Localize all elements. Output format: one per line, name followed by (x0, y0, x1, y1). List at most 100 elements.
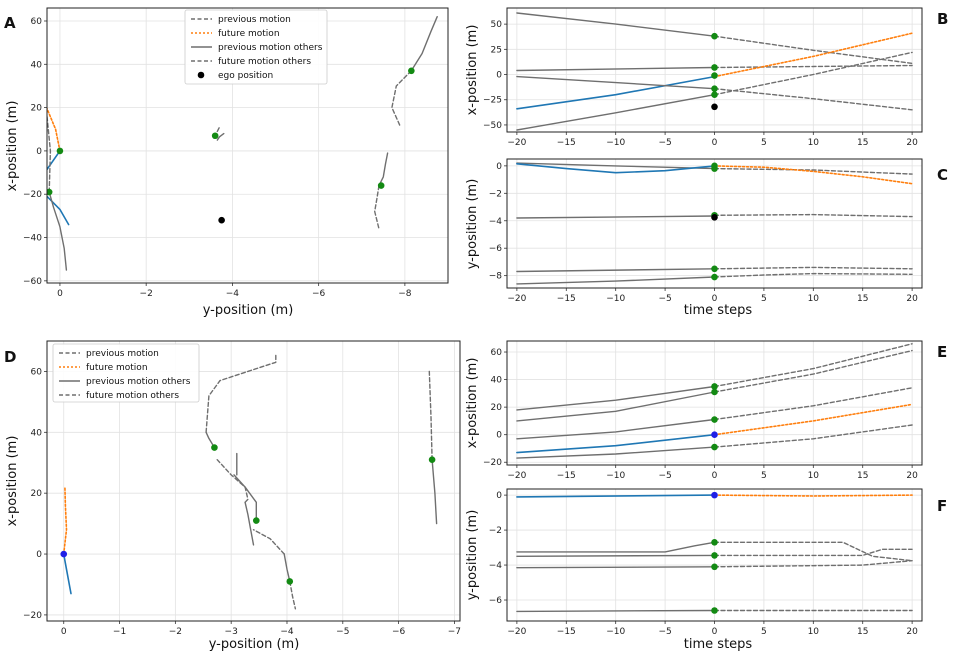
panel-label-e: E (937, 343, 947, 361)
legend-label: previous motion others (86, 377, 191, 387)
chart-panel-d: D 0 −1 −2 −3 −4 −5 −6 −7 −20 0 20 40 60 y-position (m… (4, 340, 461, 652)
agent-position-point (711, 383, 718, 390)
y-tick-label: −20 (23, 611, 42, 621)
axes-frame (506, 158, 923, 289)
y-tick-label: −40 (23, 234, 42, 244)
y-tick-label: 60 (31, 17, 43, 27)
series-line-prev-others (48, 191, 68, 271)
series-line-prev-others (516, 268, 716, 273)
series-line-future-others (713, 272, 913, 278)
x-tick-label: 15 (857, 627, 868, 637)
x-tick-label: 20 (906, 294, 918, 304)
series-line-prev-others (244, 501, 255, 546)
axes-frame (46, 340, 461, 622)
series-line-future-others (713, 387, 913, 421)
y-tick-label: 60 (491, 348, 503, 358)
x-tick-label: −15 (557, 471, 576, 481)
series-line-prev (516, 163, 716, 174)
x-tick-label: 0 (712, 627, 718, 637)
chart-panel-b: B −20 −15 −10 −5 0 5 10 15 20−50−2502550x-positi… (465, 7, 948, 148)
series-line-future-others (713, 541, 913, 562)
y-axis-label: x-position (m) (5, 436, 20, 527)
x-tick-label: 0 (712, 294, 718, 304)
agent-position-point (252, 517, 260, 524)
y-tick-label: 40 (31, 60, 43, 70)
series-line-prev-others (516, 554, 716, 557)
plot-area (516, 491, 913, 614)
series-line-prev-others (516, 446, 716, 459)
series-line-future (713, 165, 913, 185)
x-tick-label: 10 (808, 138, 820, 148)
legend-label: future motion others (218, 57, 311, 67)
x-tick-label: −20 (507, 294, 526, 304)
x-axis-label: time steps (684, 637, 753, 652)
series-line-future-others (216, 459, 249, 503)
legend-label: ego position (218, 71, 273, 81)
series-line-prev-others (516, 276, 716, 285)
y-tick-label: 50 (491, 20, 503, 30)
agent-position-point (711, 563, 718, 571)
series-line-future-others (713, 424, 913, 448)
series-line-prev-others (516, 162, 716, 170)
chart-panel-e: E −20 −15 −10 −5 0 5 10 15 20 −20 0 20 40 60 x-positio… (465, 340, 947, 481)
series-line-prev-others (410, 16, 438, 72)
panel-label-c: C (937, 166, 948, 184)
series-line-future-others (713, 213, 913, 218)
series-line-future (713, 32, 913, 78)
series-line-prev-others (516, 12, 716, 37)
agent-position-point (711, 273, 718, 281)
agent-position-point (711, 72, 718, 79)
legend-label: future motion (218, 29, 280, 39)
series-line-prev (47, 150, 70, 226)
y-tick-label: 20 (31, 104, 43, 114)
plot-area (516, 343, 913, 459)
series-line-prev (62, 553, 72, 595)
panel-label-b: B (937, 10, 948, 28)
agent-position-point (711, 265, 718, 273)
agent-position-point (377, 182, 385, 189)
panel-label-f: F (937, 497, 947, 515)
x-tick-label: −2 (140, 289, 153, 299)
series-line-future-others (289, 580, 297, 610)
series-line-future-others (713, 349, 913, 393)
x-tick-label: −5 (658, 138, 671, 148)
series-line-future-others (252, 529, 285, 555)
y-tick-label: 0 (496, 431, 502, 441)
agent-position-point (286, 578, 294, 585)
series-line-future-others (391, 70, 412, 128)
series-line-prev-others (516, 215, 716, 219)
x-tick-label: 20 (906, 627, 918, 637)
x-tick-label: −7 (448, 627, 461, 637)
agent-position-point (711, 91, 718, 98)
y-tick-label: −20 (23, 190, 42, 200)
x-tick-label: 5 (761, 138, 767, 148)
legend-label: future motion (86, 363, 148, 373)
panel-label-a: A (4, 14, 16, 32)
agent-position-point (711, 431, 718, 438)
x-axis-label: y-position (m) (203, 303, 294, 318)
x-tick-label: 5 (761, 471, 767, 481)
series-line-prev-others (516, 66, 716, 72)
x-axis-label: time steps (684, 303, 753, 318)
x-axis-label: y-position (m) (209, 637, 300, 652)
series-line-future-others (205, 352, 277, 433)
y-tick-label: 20 (31, 489, 43, 499)
x-tick-label: 15 (857, 471, 868, 481)
legend-marker-ego (197, 71, 205, 79)
y-tick-label: 0 (496, 162, 502, 172)
legend: previous motion future motion previous mot… (52, 343, 200, 403)
series-line-prev-others (516, 93, 716, 131)
series-line-prev-others (516, 566, 716, 569)
y-tick-label: 0 (496, 491, 502, 501)
y-tick-label: 0 (36, 147, 42, 157)
series-line-prev-others (431, 459, 438, 525)
agent-position-point (218, 216, 225, 224)
series-line-prev-others (216, 132, 225, 141)
series-line-future-others (216, 126, 221, 133)
series-line-future-others (713, 51, 913, 96)
axes-frame (506, 340, 923, 466)
x-tick-label: −4 (226, 289, 240, 299)
x-tick-label: 0 (57, 289, 63, 299)
